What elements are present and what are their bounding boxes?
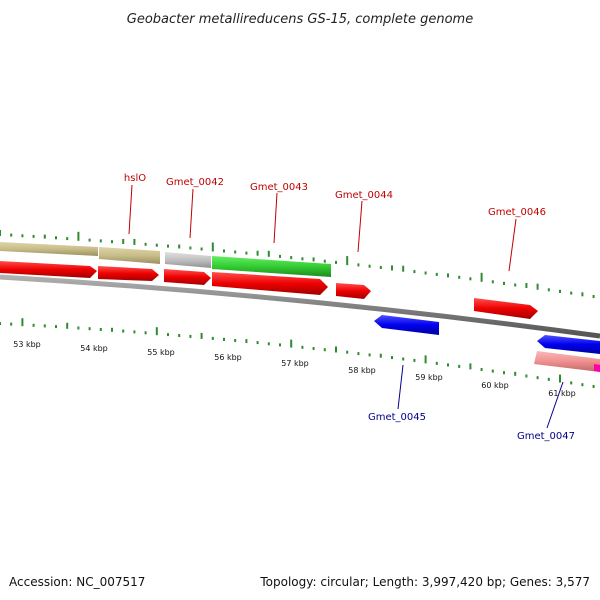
genome-summary-text: Topology: circular; Length: 3,997,420 bp… [259,575,590,589]
genome-backbone [0,274,600,339]
reverse-cds-track [374,315,600,372]
scale-label: 60 kbp [481,381,509,390]
feature-band [0,242,331,277]
scale-label: 61 kbp [548,389,576,398]
leader-gmet-0044 [357,200,363,253]
gene-label-gmet-0042: Gmet_0042 [166,177,224,188]
cds-forward-gmet-0043 [212,272,328,295]
cds-reverse-gmet-0045 [374,315,439,335]
scale-label: 59 kbp [415,373,443,382]
scale-label: 54 kbp [80,344,108,353]
feature-green [212,256,331,277]
scale-labels: 53 kbp 54 kbp 55 kbp 56 kbp 57 kbp 58 kb… [13,340,576,398]
leader-gmet-0047 [546,381,564,429]
gene-label-gmet-0043: Gmet_0043 [250,182,308,193]
gene-label-hslO: hslO [124,173,146,184]
outer-gc-ticks [0,230,595,298]
scale-label: 57 kbp [281,359,309,368]
scale-label: 53 kbp [13,340,41,349]
accession-text: Accession: NC_007517 [9,575,145,589]
feature-pink [534,351,600,372]
leader-gmet-0045 [397,364,404,410]
cds-forward-hslO [98,266,159,281]
leader-lines [128,184,564,429]
cds-reverse-gmet-0047 [537,335,600,354]
leader-gmet-0046 [508,218,517,272]
forward-cds-track [0,261,538,319]
leader-gmet-0043 [273,192,278,244]
feature-khaki-2 [99,247,160,264]
leader-hslO [128,184,133,235]
gene-label-gmet-0047: Gmet_0047 [517,431,575,442]
gene-labels: hslO Gmet_0042 Gmet_0043 Gmet_0044 Gmet_… [124,173,575,442]
scale-label: 58 kbp [348,366,376,375]
feature-khaki-1 [0,242,98,256]
gene-label-gmet-0045: Gmet_0045 [368,412,426,423]
map-title: Geobacter metallireducens GS-15, complet… [127,12,473,27]
cds-forward-gmet-0046 [474,298,538,319]
cds-forward-gmet-0042 [164,269,211,285]
inner-gc-ticks [0,318,595,388]
cds-forward [0,261,97,278]
feature-magenta [594,364,600,372]
feature-grey [165,252,211,268]
gene-label-gmet-0046: Gmet_0046 [488,207,546,218]
cds-forward-gmet-0044 [336,283,371,299]
leader-gmet-0042 [189,188,194,239]
scale-label: 55 kbp [147,348,175,357]
scale-label: 56 kbp [214,353,242,362]
gene-label-gmet-0044: Gmet_0044 [335,190,393,201]
